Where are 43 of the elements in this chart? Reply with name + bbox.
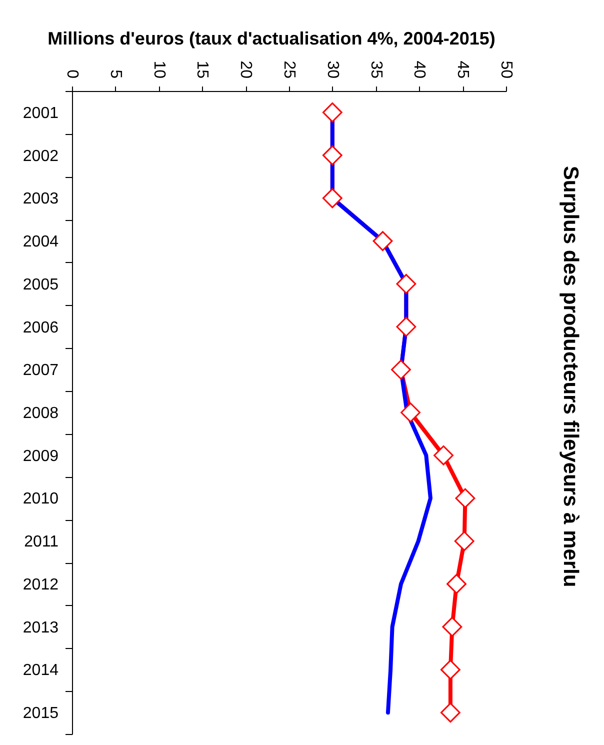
y-tick-label: 2011 xyxy=(24,534,59,551)
text: Surplus des producteurs fileyeurs à merlu xyxy=(559,166,582,588)
y-tick-label: 2008 xyxy=(22,405,59,422)
point xyxy=(396,316,416,337)
x-axis-title: Millions d'euros (taux d'actualisation 4%, 2004-2015) xyxy=(48,28,496,48)
point xyxy=(454,531,474,552)
y-tick-label: 2002 xyxy=(22,148,59,165)
y-tick-label: 2007 xyxy=(22,362,59,380)
y-tick-label: 2013 xyxy=(22,619,59,636)
y-tick-label: 2004 xyxy=(22,234,59,251)
y-tick-label: 2001 xyxy=(22,104,59,122)
y-tick-label: 2010 xyxy=(22,490,59,508)
y-tick-label: 2003 xyxy=(22,190,59,208)
x-tick-label: 15 xyxy=(194,60,211,79)
x-tick-label: 30 xyxy=(324,60,341,79)
x-tick-label: 10 xyxy=(150,60,168,79)
point xyxy=(391,360,411,380)
point xyxy=(400,402,420,422)
y-tick-label: 2006 xyxy=(22,319,59,336)
x-tick-label: 20 xyxy=(237,60,254,79)
x-tick-label: 50 xyxy=(498,60,514,79)
x-tick-label: 45 xyxy=(454,60,472,79)
x-tick-label: 40 xyxy=(410,60,428,79)
y-tick-label: 2009 xyxy=(22,448,59,465)
point xyxy=(434,445,454,466)
point xyxy=(322,102,342,122)
x-tick-label: 5 xyxy=(106,70,124,79)
point xyxy=(455,488,476,508)
point xyxy=(322,188,342,208)
x-tick-label: 35 xyxy=(367,60,384,79)
y-tick-label: 2012 xyxy=(22,576,59,594)
point xyxy=(322,145,342,166)
point xyxy=(396,274,416,294)
y-tick-label: 2005 xyxy=(22,276,59,294)
y-tick-label: 2014 xyxy=(22,662,59,680)
point xyxy=(372,231,393,252)
point xyxy=(440,702,460,723)
point xyxy=(440,660,460,680)
x-tick-label: 0 xyxy=(64,70,80,79)
x-tick-label: 25 xyxy=(280,60,298,79)
point xyxy=(442,616,462,637)
y-tick-label: 2015 xyxy=(22,705,59,722)
point xyxy=(446,574,466,594)
